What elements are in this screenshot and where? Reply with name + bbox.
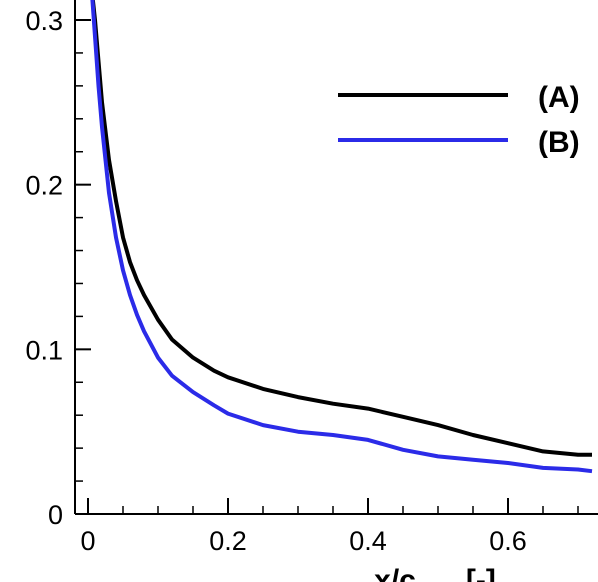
y-tick-label: 0.2: [25, 171, 63, 201]
legend-label-b: (B): [538, 126, 580, 159]
series-line-a: [90, 0, 592, 457]
series-line-b: [90, 0, 593, 474]
x-tick-label: 0.4: [349, 526, 387, 556]
series-layer: [90, 0, 593, 474]
legend: (A) (B): [338, 81, 580, 159]
x-tick-label: 0: [80, 526, 95, 556]
legend-label-a: (A): [538, 81, 580, 114]
major-ticks: [75, 19, 509, 515]
y-tick-label: 0.1: [25, 335, 63, 365]
x-tick-label: 0.2: [209, 526, 247, 556]
x-axis-title: x/c [-]: [374, 564, 496, 582]
x-tick-labels: 0 0.2 0.4 0.6: [80, 526, 526, 556]
y-tick-label: 0.3: [25, 6, 63, 36]
y-tick-label: 0: [48, 500, 63, 530]
x-tick-label: 0.6: [489, 526, 527, 556]
y-tick-labels: 0 0.1 0.2 0.3: [25, 6, 63, 530]
minor-ticks: [75, 52, 579, 514]
